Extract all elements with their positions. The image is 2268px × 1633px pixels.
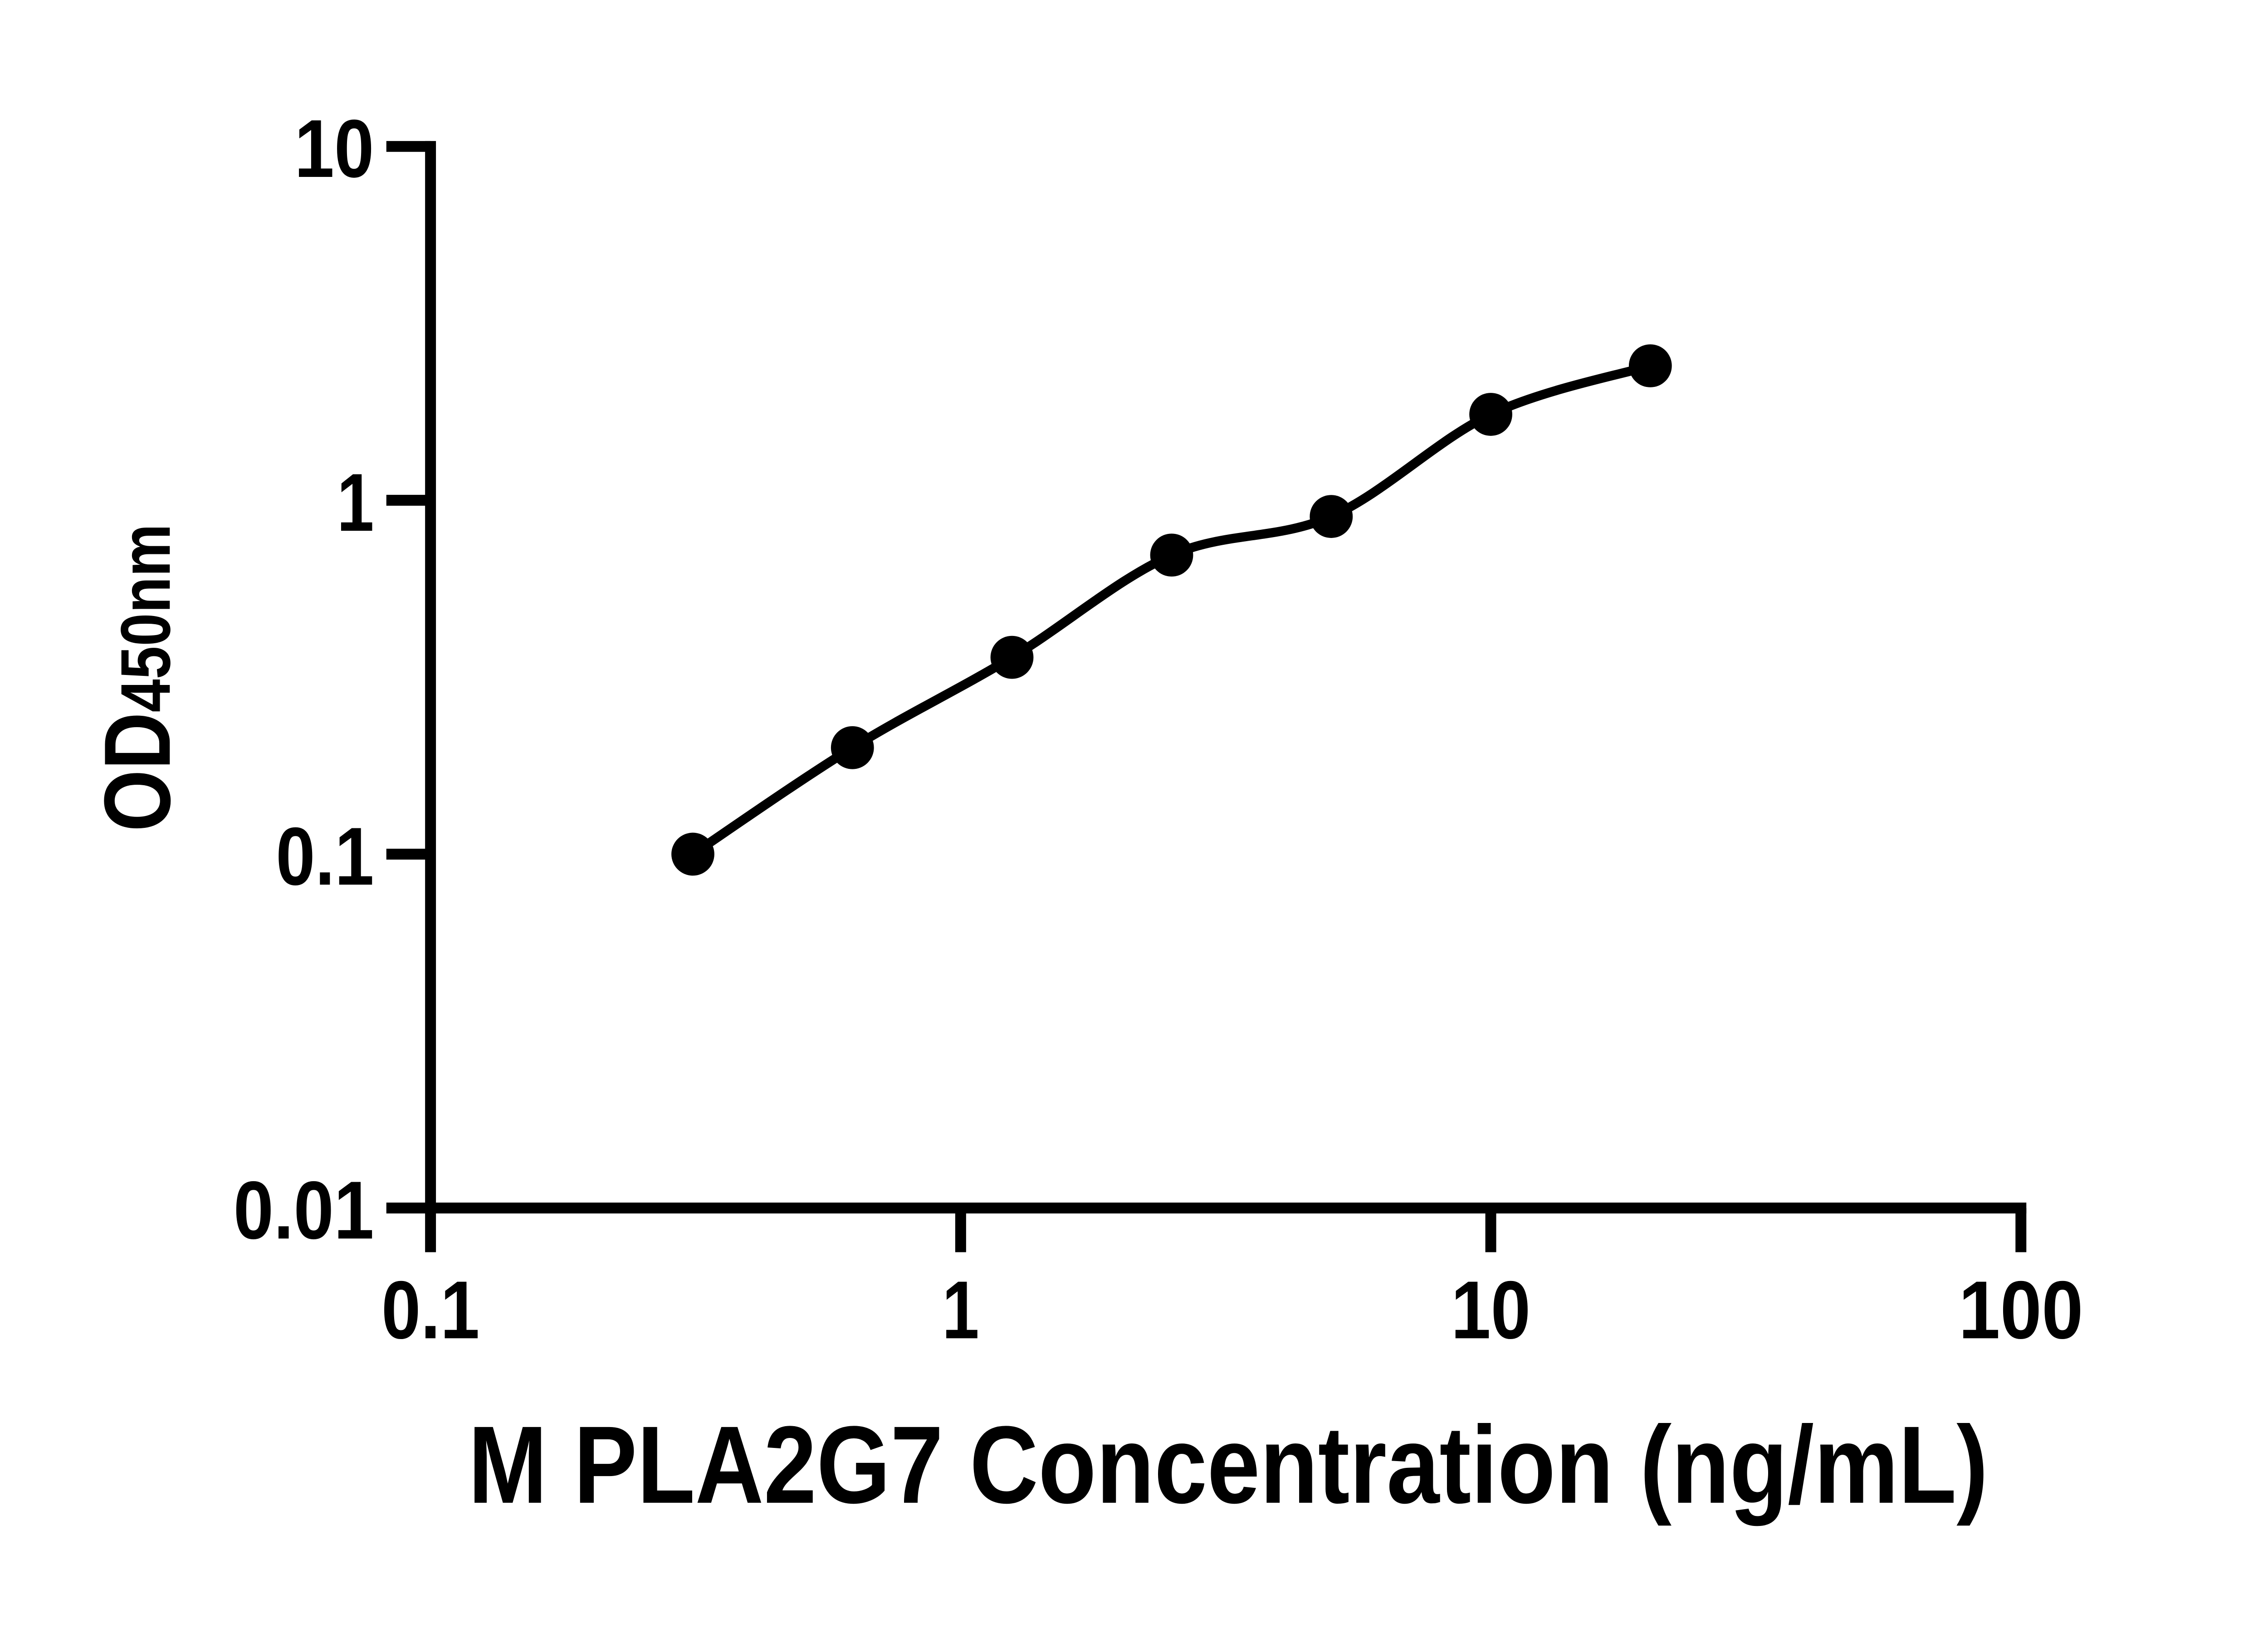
x-tick-label: 10 <box>1451 1264 1530 1356</box>
x-ticks <box>425 1208 2027 1252</box>
y-tick-label: 0.1 <box>276 811 374 902</box>
y-tick-label: 0.01 <box>234 1164 374 1256</box>
y-axis-title-subscript: 450nm <box>106 524 185 712</box>
x-tick-label: 0.1 <box>381 1264 479 1356</box>
data-point <box>1628 344 1672 387</box>
y-tick-label: 1 <box>337 457 374 548</box>
data-point <box>1310 495 1353 538</box>
x-tick-label: 100 <box>1959 1264 2083 1356</box>
y-ticks <box>386 141 431 1214</box>
elisa-standard-curve-figure: 0.1 1 10 100 0.01 0.1 1 10 M PLA2G7 Concentrati… <box>84 103 2083 1526</box>
x-tick-labels: 0.1 1 10 100 <box>381 1264 2083 1356</box>
y-tick-label: 10 <box>294 103 374 195</box>
data-point <box>1469 393 1512 436</box>
data-point <box>671 832 714 876</box>
y-tick-labels: 0.01 0.1 1 10 <box>234 103 374 1256</box>
y-axis-title: OD450nm <box>84 524 190 831</box>
data-point <box>831 726 874 769</box>
axes <box>425 141 2027 1214</box>
y-axis-title-main: OD <box>84 712 190 831</box>
data-points <box>671 344 1672 876</box>
x-tick-label: 1 <box>942 1264 979 1356</box>
data-point <box>1150 533 1193 577</box>
x-axis-title: M PLA2G7 Concentration (ng/mL) <box>468 1403 1988 1526</box>
data-point <box>990 636 1034 679</box>
fit-curve <box>688 361 1655 859</box>
